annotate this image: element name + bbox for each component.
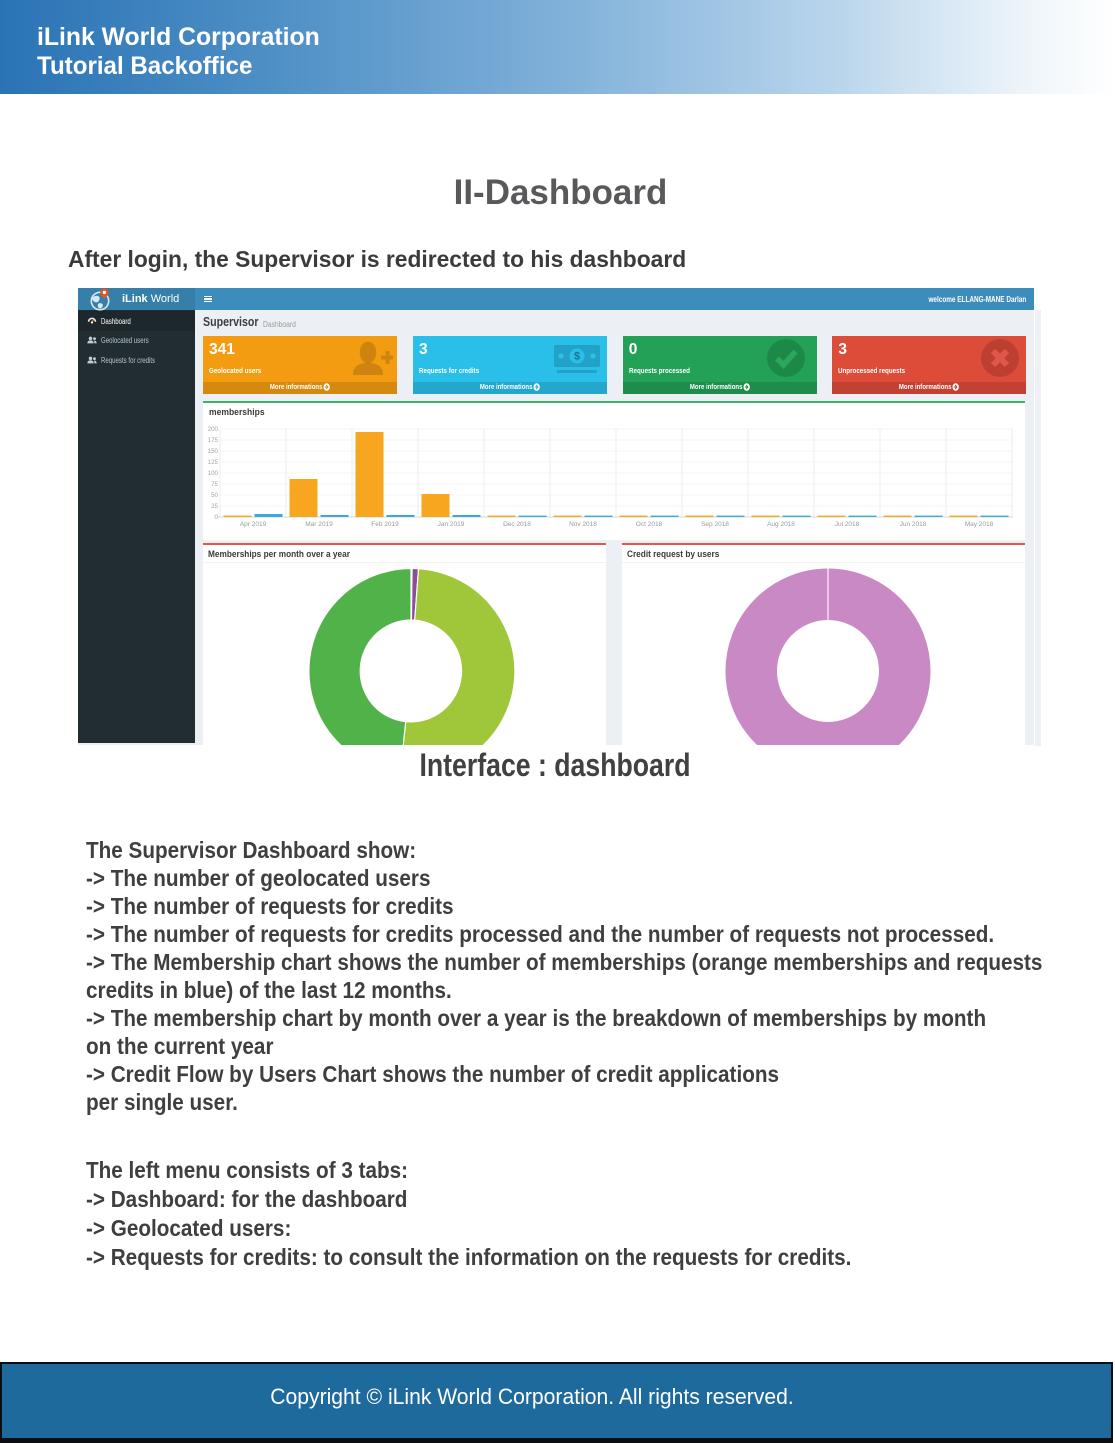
svg-text:125: 125	[208, 459, 219, 466]
svg-text:Jun 2018: Jun 2018	[900, 521, 927, 528]
svg-text:Jul 2018: Jul 2018	[835, 521, 860, 528]
svg-text:Nov 2018: Nov 2018	[569, 521, 597, 528]
svg-text:Oct 2018: Oct 2018	[636, 521, 663, 528]
svg-text:Mar 2019: Mar 2019	[305, 521, 333, 528]
svg-text:200: 200	[208, 426, 219, 433]
svg-text:75: 75	[211, 481, 218, 488]
svg-text:Apr 2019: Apr 2019	[240, 521, 267, 528]
svg-text:175: 175	[208, 437, 219, 444]
svg-text:100: 100	[208, 470, 219, 477]
svg-text:25: 25	[211, 503, 218, 510]
svg-text:$: $	[574, 351, 580, 363]
svg-text:0: 0	[215, 514, 219, 521]
svg-text:Dec 2018: Dec 2018	[503, 521, 531, 528]
svg-text:50: 50	[211, 492, 218, 499]
svg-text:Sep 2018: Sep 2018	[701, 521, 729, 528]
svg-text:Aug 2018: Aug 2018	[767, 521, 795, 528]
svg-text:Feb 2019: Feb 2019	[371, 521, 399, 528]
svg-text:Jan 2019: Jan 2019	[438, 521, 465, 528]
svg-text:150: 150	[208, 448, 219, 455]
svg-text:May 2018: May 2018	[965, 521, 994, 528]
